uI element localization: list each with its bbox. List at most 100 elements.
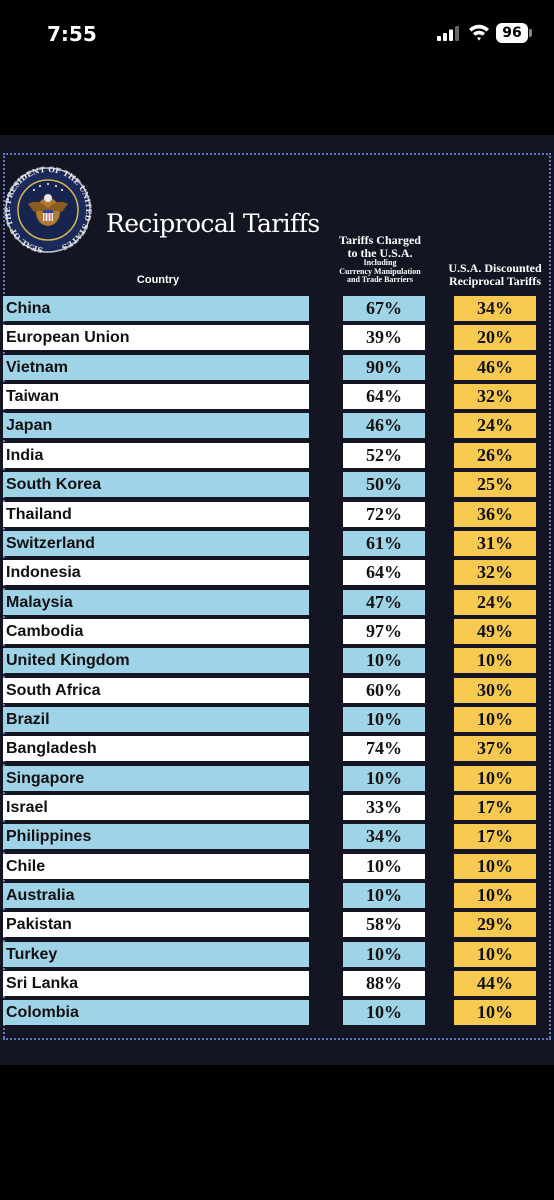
- tariff-charged-cell: 10%: [343, 853, 425, 879]
- battery-tip: [529, 29, 532, 37]
- discounted-tariff-cell: 10%: [454, 1000, 536, 1026]
- country-cell: Chile: [3, 853, 309, 879]
- tariff-charged-cell: 52%: [343, 442, 425, 468]
- dotted-border-right: [549, 153, 551, 1038]
- chart-title: Reciprocal Tariffs: [106, 209, 320, 238]
- header-discount-line1: U.S.A. Discounted: [448, 261, 542, 275]
- table-row: Vietnam 90% 46%: [0, 354, 554, 381]
- country-cell: Pakistan: [3, 912, 309, 938]
- table-row: Pakistan 58% 29%: [0, 912, 554, 938]
- table-row: Sri Lanka 88% 44%: [0, 971, 554, 997]
- table-row: Bangladesh 74% 37%: [0, 736, 554, 762]
- discounted-tariff-cell: 17%: [454, 824, 536, 850]
- dotted-border-top: [3, 153, 551, 155]
- tariff-charged-cell: 90%: [343, 354, 425, 380]
- table-row: India 52% 26%: [0, 442, 554, 469]
- tariff-charged-cell: 10%: [343, 941, 425, 967]
- header-charged-line5: and Trade Barriers: [347, 274, 413, 284]
- table-row: Thailand 72% 36%: [0, 501, 554, 528]
- discounted-tariff-cell: 37%: [454, 736, 536, 762]
- discounted-tariff-cell: 36%: [454, 501, 536, 527]
- tariff-charged-cell: 50%: [343, 472, 425, 498]
- table-row: Israel 33% 17%: [0, 795, 554, 821]
- discounted-tariff-cell: 10%: [454, 883, 536, 908]
- tariff-charged-cell: 88%: [343, 971, 425, 997]
- table-row: Brazil 10% 10%: [0, 706, 554, 733]
- country-cell: Thailand: [3, 501, 309, 527]
- header-discount-line2: Reciprocal Tariffs: [448, 274, 542, 289]
- tariff-charged-cell: 10%: [343, 648, 425, 674]
- tariff-charged-cell: 33%: [343, 795, 425, 820]
- country-cell: China: [3, 296, 309, 321]
- discounted-tariff-cell: 49%: [454, 618, 536, 644]
- tariff-charged-cell: 10%: [343, 706, 425, 732]
- header-charged-line2: to the U.S.A.: [347, 245, 413, 260]
- tariff-charged-cell: 64%: [343, 384, 425, 410]
- country-cell: Australia: [3, 883, 309, 908]
- discounted-tariff-cell: 29%: [454, 912, 536, 938]
- table-row: Switzerland 61% 31%: [0, 530, 554, 557]
- country-cell: India: [3, 442, 309, 468]
- status-bar: 7:55 96: [0, 0, 554, 70]
- discounted-tariff-cell: 30%: [454, 677, 536, 703]
- header-charged-line4: Currency Manipulation: [339, 266, 421, 276]
- tariff-charged-cell: 72%: [343, 501, 425, 527]
- column-header-discounted-tariffs: U.S.A. Discounted Reciprocal Tariffs: [440, 261, 550, 289]
- country-cell: Singapore: [3, 765, 309, 791]
- discounted-tariff-cell: 46%: [454, 354, 536, 380]
- country-cell: South Korea: [3, 472, 309, 498]
- column-header-country: Country: [136, 274, 180, 286]
- cellular-signal-icon: [437, 26, 459, 41]
- country-cell: Turkey: [3, 941, 309, 967]
- tariff-charged-cell: 61%: [343, 530, 425, 556]
- tariff-charged-cell: 74%: [343, 736, 425, 762]
- discounted-tariff-cell: 44%: [454, 971, 536, 997]
- table-row: China 67% 34%: [0, 296, 554, 322]
- country-cell: Japan: [3, 413, 309, 439]
- table-row: Cambodia 97% 49%: [0, 618, 554, 645]
- table-row: Indonesia 64% 32%: [0, 560, 554, 586]
- status-time: 7:55: [47, 22, 97, 46]
- wifi-icon: [469, 24, 489, 41]
- dotted-border-bottom: [3, 1038, 551, 1040]
- discounted-tariff-cell: 34%: [454, 296, 536, 321]
- table-row: Turkey 10% 10%: [0, 941, 554, 968]
- table-row: Australia 10% 10%: [0, 883, 554, 909]
- discounted-tariff-cell: 31%: [454, 530, 536, 556]
- table-row: United Kingdom 10% 10%: [0, 648, 554, 674]
- tariff-charged-cell: 34%: [343, 824, 425, 850]
- country-cell: Switzerland: [3, 530, 309, 556]
- tariff-charged-cell: 10%: [343, 883, 425, 908]
- tariff-charged-cell: 10%: [343, 1000, 425, 1026]
- table-row: Malaysia 47% 24%: [0, 589, 554, 616]
- country-cell: Cambodia: [3, 618, 309, 644]
- country-cell: Vietnam: [3, 354, 309, 380]
- country-cell: Taiwan: [3, 384, 309, 410]
- country-cell: Colombia: [3, 1000, 309, 1026]
- country-cell: Israel: [3, 795, 309, 820]
- country-cell: South Africa: [3, 677, 309, 703]
- discounted-tariff-cell: 10%: [454, 853, 536, 879]
- tariff-charged-cell: 47%: [343, 589, 425, 615]
- tariff-charged-cell: 46%: [343, 413, 425, 439]
- discounted-tariff-cell: 24%: [454, 413, 536, 439]
- table-row: Colombia 10% 10%: [0, 1000, 554, 1026]
- country-cell: Malaysia: [3, 589, 309, 615]
- table-row: South Korea 50% 25%: [0, 472, 554, 498]
- tariff-charged-cell: 97%: [343, 618, 425, 644]
- tariff-charged-cell: 64%: [343, 560, 425, 586]
- discounted-tariff-cell: 26%: [454, 442, 536, 468]
- table-row: Chile 10% 10%: [0, 853, 554, 880]
- table-row: European Union 39% 20%: [0, 325, 554, 351]
- discounted-tariff-cell: 20%: [454, 325, 536, 351]
- tariff-charged-cell: 67%: [343, 296, 425, 321]
- tariff-charged-cell: 60%: [343, 677, 425, 703]
- presidential-seal-icon: SEAL OF THE PRESIDENT OF THE UNITED STAT…: [4, 165, 92, 255]
- discounted-tariff-cell: 10%: [454, 706, 536, 732]
- country-cell: Sri Lanka: [3, 971, 309, 997]
- table-row: Japan 46% 24%: [0, 413, 554, 439]
- country-cell: Philippines: [3, 824, 309, 850]
- country-cell: European Union: [3, 325, 309, 351]
- discounted-tariff-cell: 10%: [454, 941, 536, 967]
- discounted-tariff-cell: 10%: [454, 648, 536, 674]
